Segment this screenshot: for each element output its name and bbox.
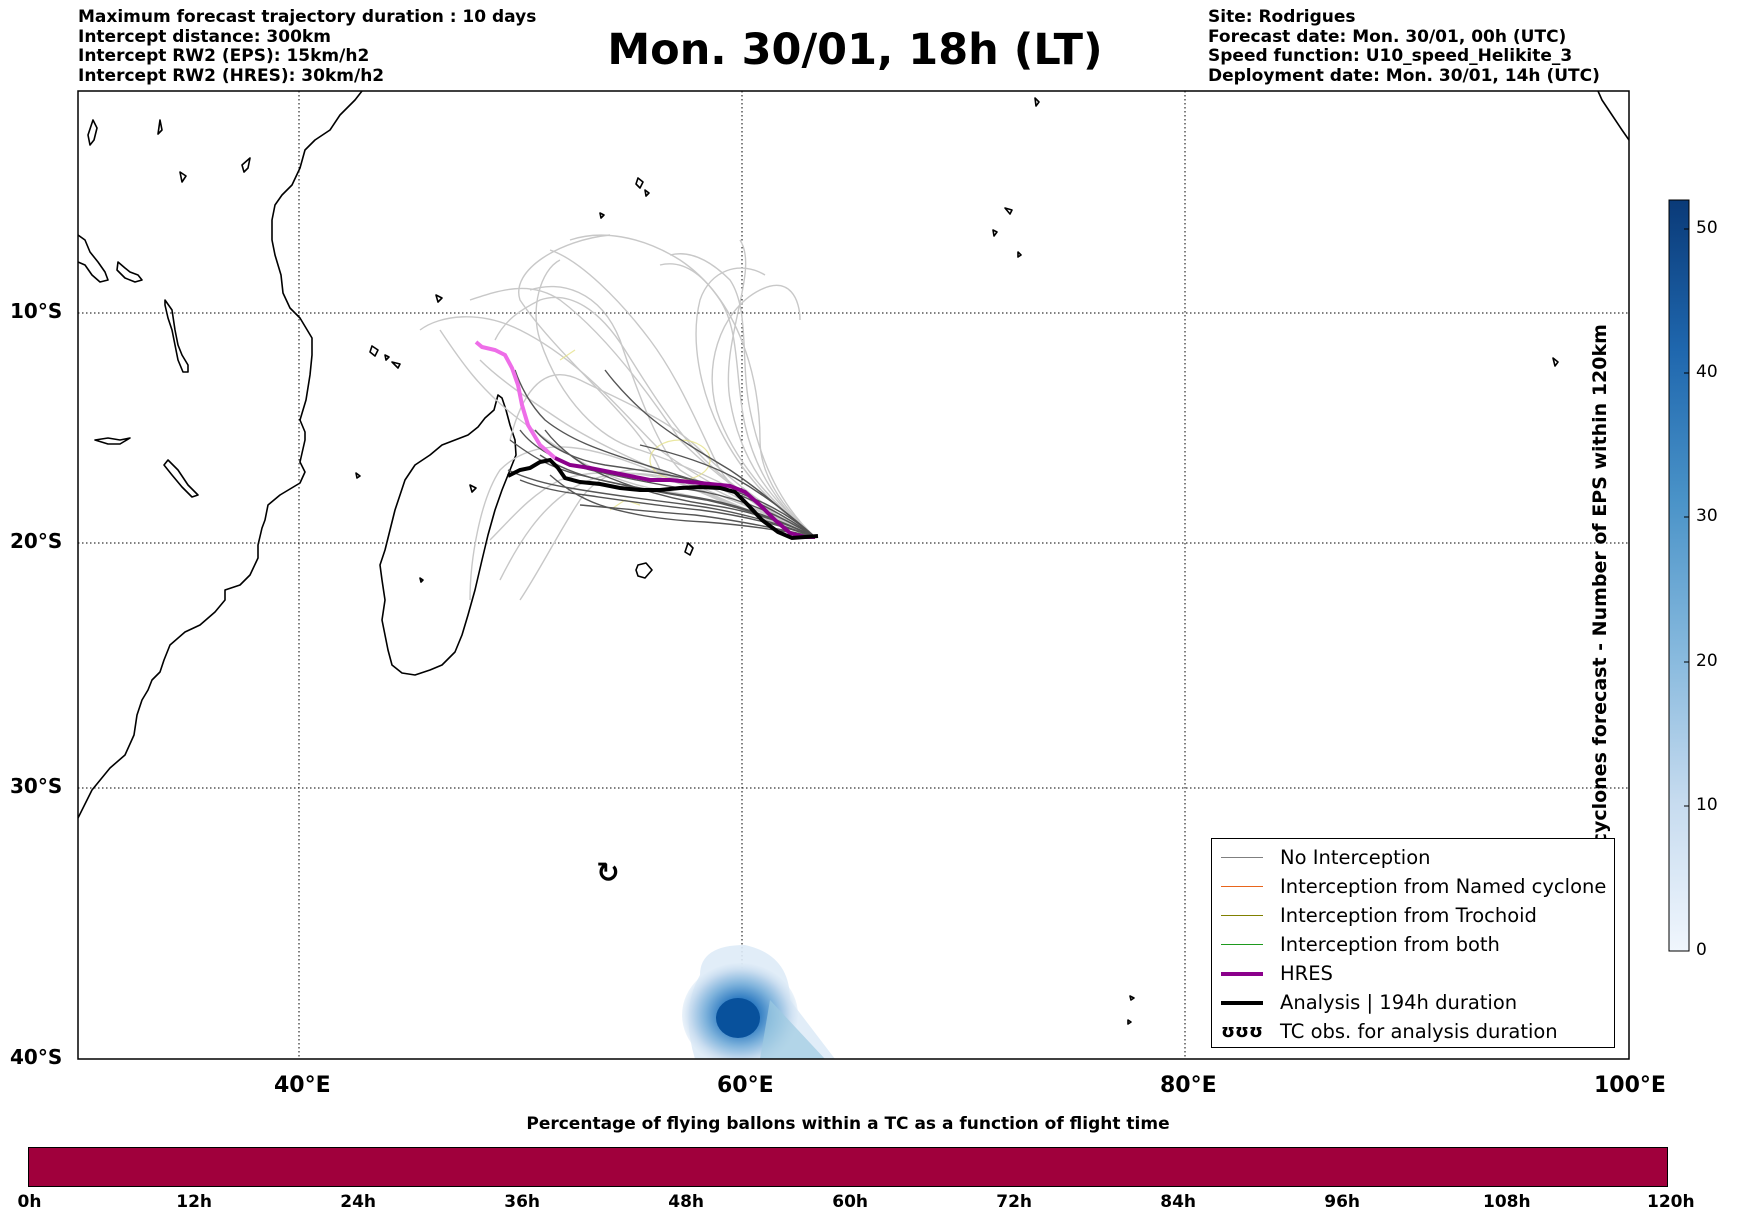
legend-item-named-cyclone: Interception from Named cyclone (1212, 872, 1614, 901)
ensemble-trajectories-light (419, 234, 816, 601)
time-tick-label: 120h (1647, 1192, 1695, 1212)
time-colorbar-title: Percentage of flying ballons within a TC… (526, 1114, 1170, 1134)
header-line: Speed function: U10_speed_Helikite_3 (1208, 46, 1573, 66)
hres-track (554, 456, 815, 539)
lon-label: 100°E (1594, 1073, 1666, 1098)
time-tick-label: 72h (996, 1192, 1033, 1212)
legend-item-hres: HRES (1212, 959, 1614, 988)
time-tick-label: 108h (1483, 1192, 1531, 1212)
time-tick-label: 84h (1160, 1192, 1197, 1212)
legend-item-no-interception: No Interception (1212, 843, 1614, 872)
time-colorbar (28, 1147, 1668, 1187)
cyclone-symbol-icon: ʊʊʊ (1221, 1021, 1263, 1042)
time-tick-label: 12h (176, 1192, 213, 1212)
legend-label: HRES (1280, 962, 1333, 985)
header-line: Intercept distance: 300km (78, 26, 331, 47)
lat-label: 10°S (10, 299, 63, 323)
legend-label: Interception from Named cyclone (1280, 875, 1607, 898)
time-tick-label: 96h (1324, 1192, 1361, 1212)
coastline (78, 91, 1629, 1025)
tc-observation-icon: ↻ (596, 856, 619, 889)
legend-item-analysis: Analysis | 194h duration (1212, 988, 1614, 1017)
legend-item-tc-obs: ʊʊʊ TC obs. for analysis duration (1212, 1017, 1614, 1046)
time-tick-label: 0h (17, 1192, 42, 1212)
legend: No Interception Interception from Named … (1211, 838, 1615, 1048)
lat-label: 20°S (10, 529, 63, 553)
legend-item-trochoid: Interception from Trochoid (1212, 901, 1614, 930)
lon-label: 40°E (274, 1073, 331, 1098)
legend-label: Interception from both (1280, 933, 1500, 956)
lat-label: 40°S (10, 1045, 63, 1069)
map-frame (77, 90, 1630, 1060)
lat-label: 30°S (10, 774, 63, 798)
colorbar-tick-label: 30 (1696, 506, 1718, 526)
time-tick-label: 24h (340, 1192, 377, 1212)
legend-label: No Interception (1280, 846, 1431, 869)
lon-label: 80°E (1160, 1073, 1217, 1098)
header-line: Intercept RW2 (HRES): 30km/h2 (78, 65, 385, 86)
header-line: Forecast date: Mon. 30/01, 00h (UTC) (1208, 26, 1567, 47)
named-cyclone-density (682, 945, 835, 1059)
hres-track-early (474, 340, 557, 460)
legend-label: TC obs. for analysis duration (1280, 1020, 1558, 1043)
header-line: Deployment date: Mon. 30/01, 14h (UTC) (1208, 65, 1600, 86)
analysis-track (507, 457, 819, 541)
colorbar-tick-label: 50 (1696, 218, 1718, 238)
named-cyclone-colorbar (1668, 199, 1690, 952)
legend-label: Analysis | 194h duration (1280, 991, 1518, 1014)
header-line: Site: Rodrigues (1208, 7, 1356, 27)
header-info-left: Maximum forecast trajectory duration : 1… (78, 7, 537, 86)
gridlines (78, 91, 1629, 1059)
colorbar-tick-label: 10 (1696, 795, 1718, 815)
colorbar-tick-label: 20 (1696, 651, 1718, 671)
header-line: Intercept RW2 (EPS): 15km/h2 (78, 46, 370, 66)
legend-label: Interception from Trochoid (1280, 904, 1537, 927)
colorbar-tick-label: 40 (1696, 362, 1718, 382)
colorbar-tick-label: 0 (1696, 940, 1707, 960)
colorbar-ticks (1684, 228, 1689, 952)
legend-item-both: Interception from both (1212, 930, 1614, 959)
time-tick-label: 60h (832, 1192, 869, 1212)
time-tick-label: 36h (504, 1192, 541, 1212)
page-title: Mon. 30/01, 18h (LT) (607, 25, 1103, 75)
lon-label: 60°E (717, 1073, 774, 1098)
header-info-right: Site: Rodrigues Forecast date: Mon. 30/0… (1208, 7, 1600, 86)
time-tick-label: 48h (668, 1192, 705, 1212)
header-line: Maximum forecast trajectory duration : 1… (78, 7, 537, 27)
